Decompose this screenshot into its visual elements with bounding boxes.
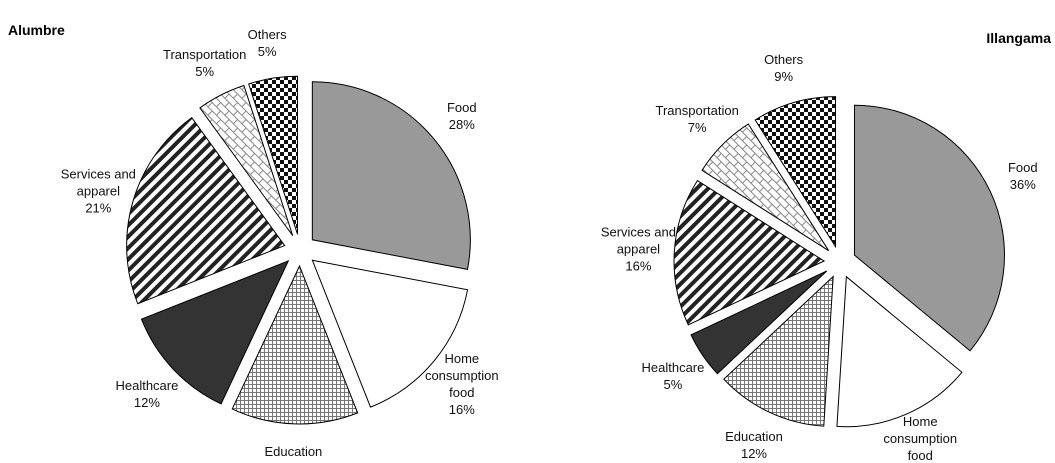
pie-slice <box>248 75 298 235</box>
slice-label: Food 28% <box>416 99 508 133</box>
slice-label: Others 9% <box>738 51 830 85</box>
value-label: 16% <box>448 401 475 417</box>
slice-label: Services and apparel 16% <box>592 224 684 275</box>
pie-slice <box>231 264 359 425</box>
category-label: Services and apparel <box>60 166 136 199</box>
slice-label: Education13% <box>247 443 339 463</box>
pie-slice <box>836 275 963 428</box>
category-label: Home consumption food <box>883 414 958 463</box>
slice-label: Home consumption food15% <box>874 413 966 463</box>
value-label: 5% <box>257 43 277 59</box>
category-label: Transportation <box>655 103 739 119</box>
pie-slice <box>199 84 294 237</box>
pie-slice <box>673 179 826 326</box>
value-label: 13% <box>247 460 339 463</box>
value-label: 5% <box>663 376 683 392</box>
category-label: Education <box>264 443 323 459</box>
value-label: 5% <box>195 63 215 79</box>
category-label: Healthcare <box>641 359 705 375</box>
slice-label: Healthcare 5% <box>627 359 719 393</box>
slice-label: Others 5% <box>221 26 313 60</box>
value-label: 36% <box>1009 176 1036 192</box>
chart-title: Alumbre <box>8 22 65 38</box>
chart-title: Illangama <box>986 30 1051 46</box>
pie-slice <box>853 104 1005 352</box>
pie-slice <box>126 117 286 305</box>
category-label: Others <box>247 26 287 42</box>
value-label: 12% <box>133 394 160 410</box>
category-label: Education <box>725 428 783 444</box>
value-label: 9% <box>774 69 794 85</box>
category-label: Food <box>446 100 477 116</box>
pie-slice <box>690 270 828 375</box>
category-label: Healthcare <box>115 377 179 393</box>
pie-slice <box>311 259 469 408</box>
value-label: 21% <box>85 200 112 216</box>
pie-slice <box>140 260 290 405</box>
value-label: 28% <box>448 117 475 133</box>
category-label: Others <box>764 52 804 68</box>
pie-slice <box>311 81 471 270</box>
slice-label: Home consumption food 16% <box>416 350 508 418</box>
pie-slice <box>754 96 837 249</box>
category-label: Services and apparel <box>600 224 676 257</box>
category-label: Home consumption food <box>424 350 499 400</box>
pie-slice <box>723 275 834 427</box>
slice-label: Services and apparel 21% <box>52 166 144 217</box>
slice-label: Food 36% <box>977 159 1055 193</box>
category-label: Transportation <box>162 46 247 62</box>
pie-slice <box>701 123 830 252</box>
value-label: 7% <box>687 120 707 136</box>
value-label: 16% <box>625 258 652 274</box>
slice-label: Transportation 5% <box>159 46 251 80</box>
slice-label: Education 12% <box>708 428 800 462</box>
slice-label: Transportation 7% <box>651 102 743 136</box>
value-label: 12% <box>740 445 767 461</box>
category-label: Food <box>1007 159 1038 175</box>
slice-label: Healthcare 12% <box>101 377 193 411</box>
